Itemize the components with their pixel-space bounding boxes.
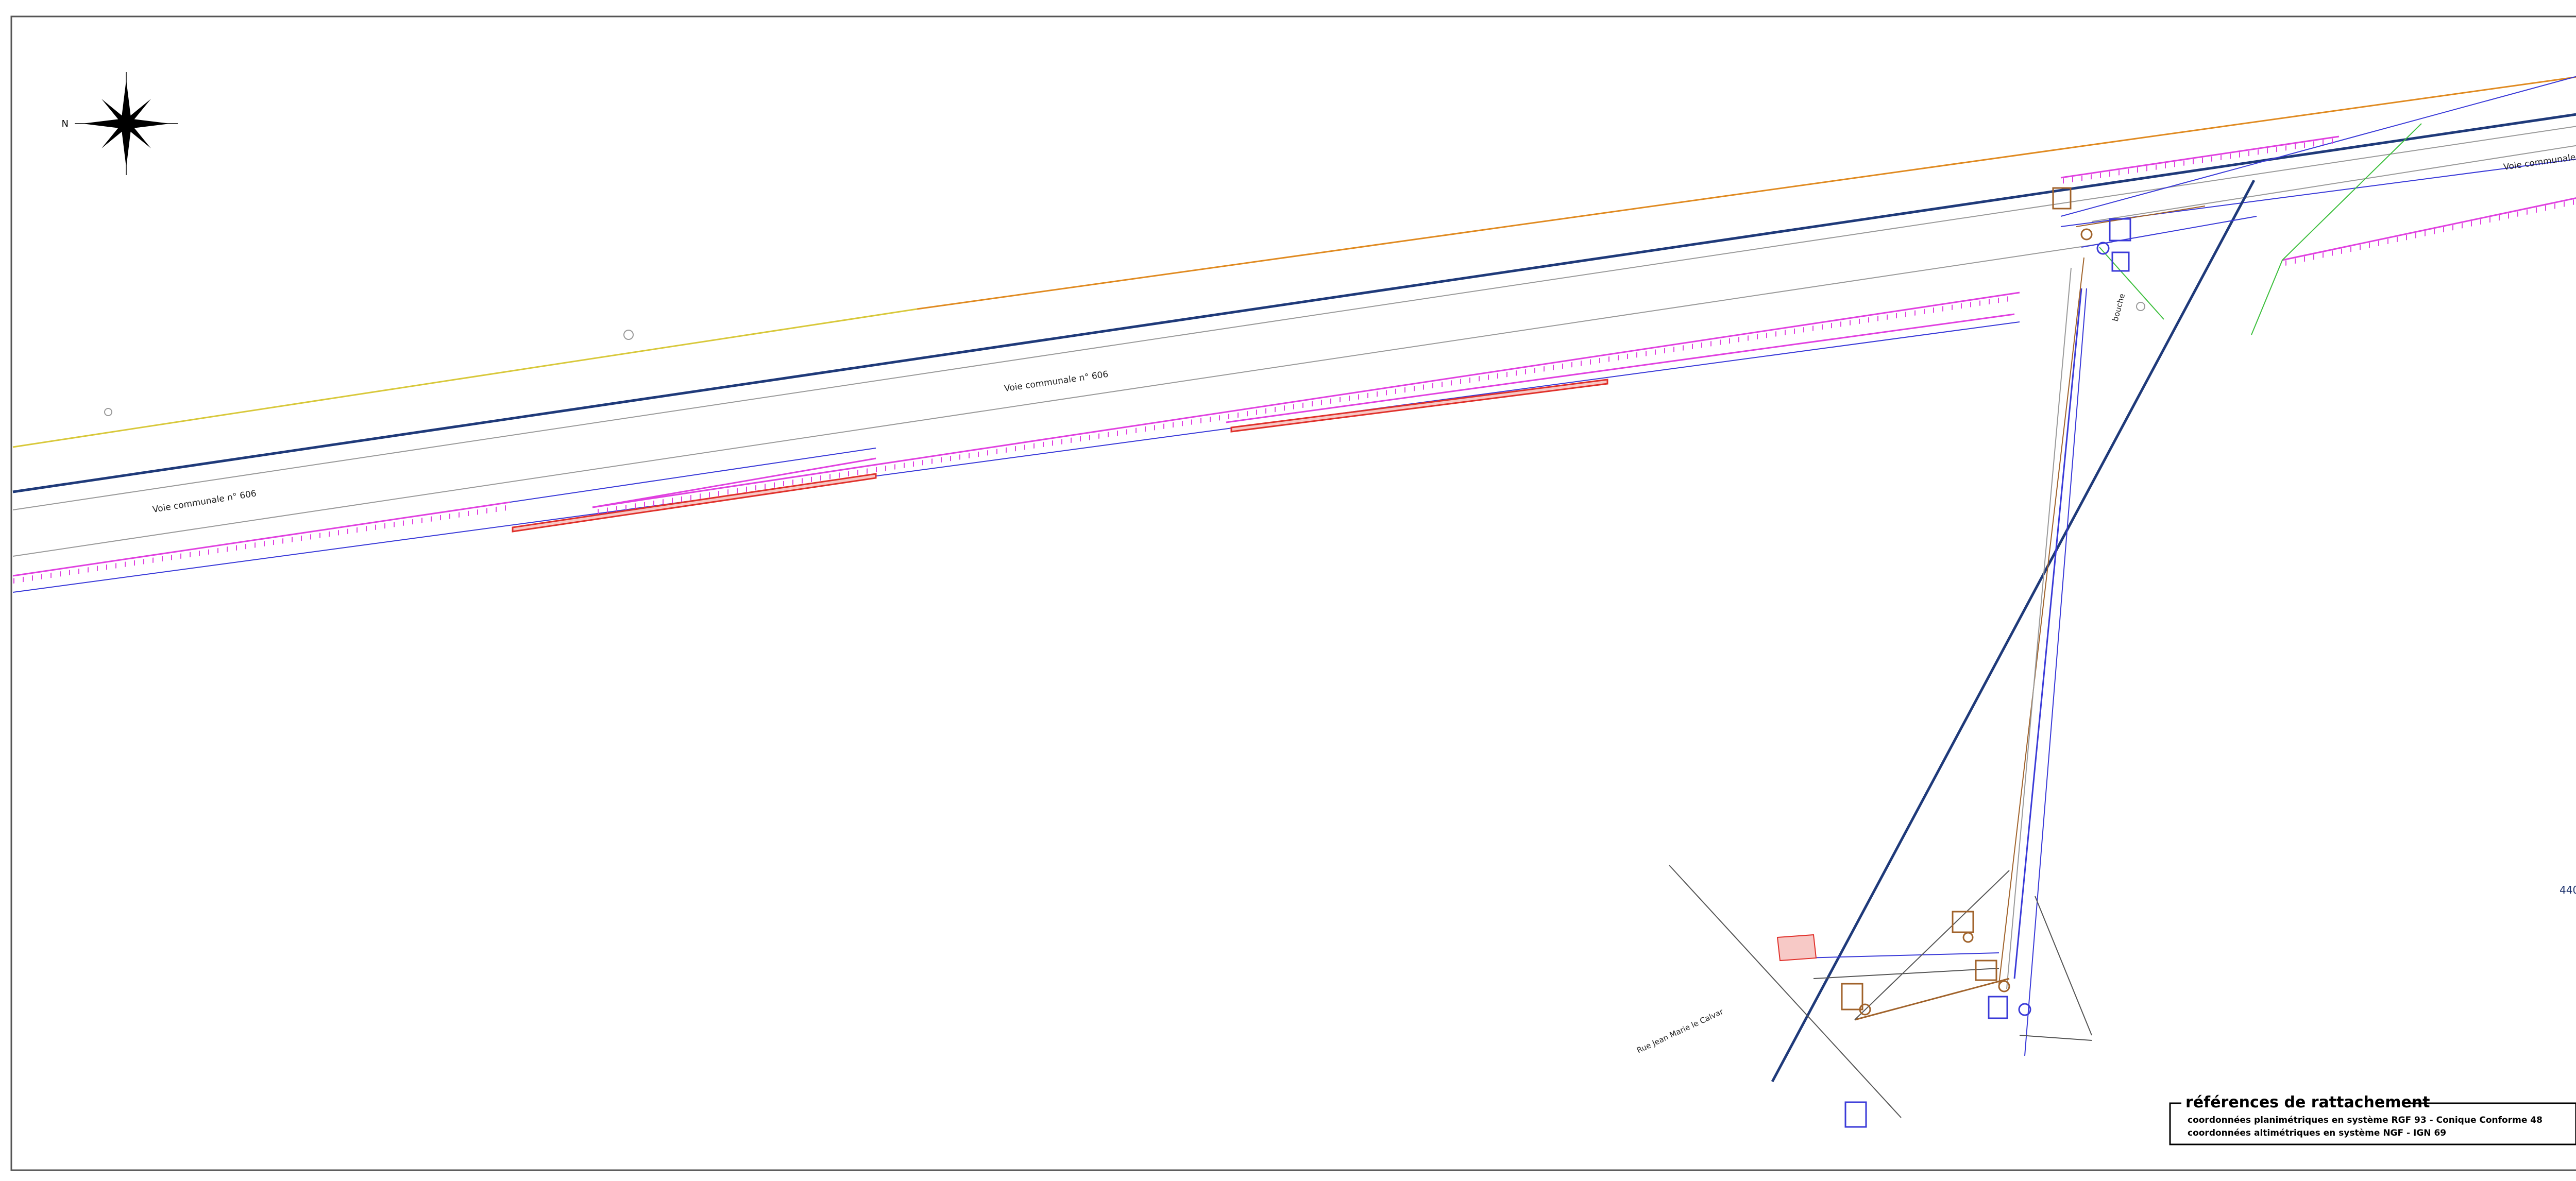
references-line-altimetric: coordonnées altimétriques en système NGF… <box>2188 1128 2446 1138</box>
street-label: Rue Jean Marie le Calvar <box>1635 1007 1725 1055</box>
curb-red-segments <box>512 379 1608 533</box>
references-box: références de rattachement coordonnées p… <box>2169 1092 2576 1145</box>
references-line-planimetric: coordonnées planimétriques en système RG… <box>2188 1115 2543 1125</box>
bouche-label: bouche <box>2110 293 2127 322</box>
curb-survey-lines <box>12 135 2576 584</box>
road-label-center: Voie communale n° 606 <box>1004 369 1109 394</box>
junction-lines <box>1669 123 2422 1118</box>
references-title: références de rattachement <box>2185 1093 2430 1111</box>
sheet-frame <box>10 15 2576 1171</box>
survey-markers <box>104 187 2145 1128</box>
utility-lines <box>12 76 2576 593</box>
compass-rose-icon: N <box>62 72 178 175</box>
compass-north-letter: N <box>62 118 69 129</box>
road-label-west: Voie communale n° 606 <box>152 488 257 515</box>
plan-code: 440_MART <box>2560 884 2576 896</box>
